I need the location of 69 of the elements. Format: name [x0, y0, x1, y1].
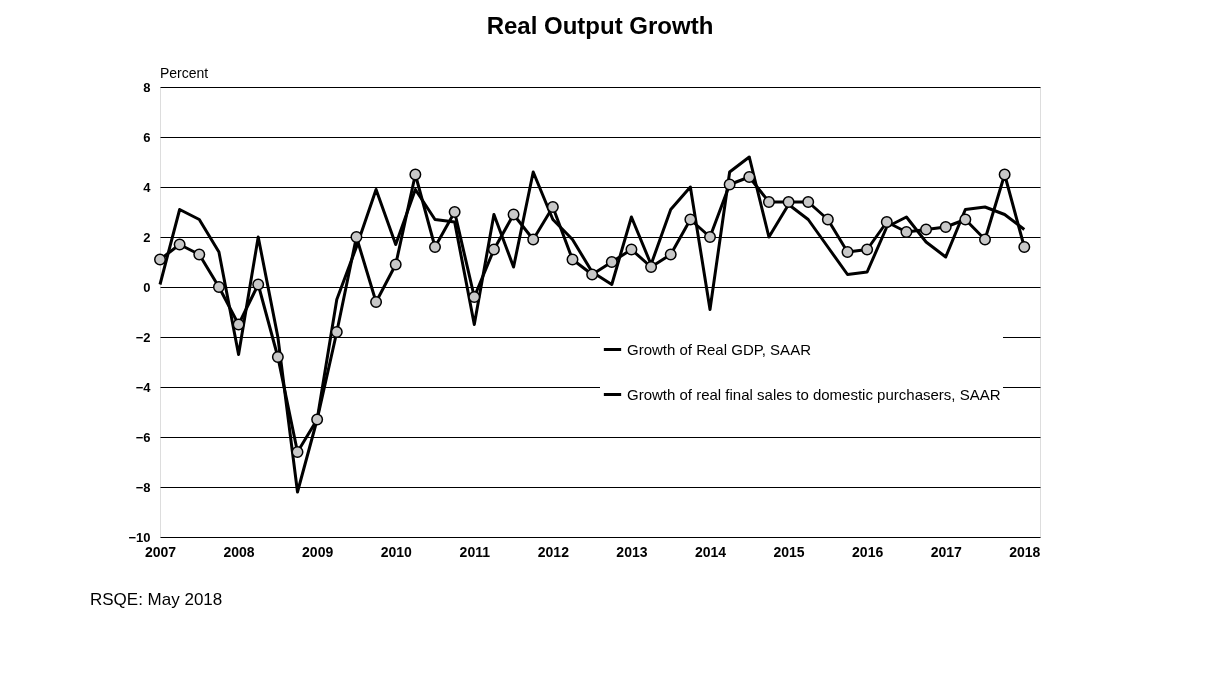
point [998, 168, 1011, 181]
y-tick-label: −8 [135, 479, 151, 495]
point [311, 413, 324, 426]
y-tick-label: 4 [143, 179, 152, 195]
point [900, 226, 913, 238]
point [193, 248, 206, 261]
point [370, 296, 383, 308]
x-tick-label: 2015 [773, 543, 805, 560]
point [271, 351, 284, 363]
point [959, 213, 972, 226]
x-tick-label: 2010 [380, 543, 412, 560]
y-tick-label: 0 [143, 279, 151, 295]
y-tick-label: −6 [135, 429, 151, 445]
y-tick-label: 6 [143, 129, 151, 145]
x-tick-label: 2007 [144, 543, 177, 560]
point [173, 238, 186, 251]
point [704, 231, 716, 243]
point [723, 178, 736, 191]
point [389, 258, 402, 271]
point [782, 196, 795, 208]
y-tick-label: −2 [135, 329, 151, 345]
x-tick-label: 2008 [223, 543, 255, 560]
point [429, 241, 441, 253]
point [586, 268, 599, 281]
point [920, 223, 933, 236]
x-tick-label: 2014 [694, 543, 727, 560]
point [821, 213, 834, 226]
point [566, 253, 579, 266]
point [861, 243, 874, 256]
point [252, 278, 265, 291]
y-tick-label: −10 [128, 529, 151, 545]
point [350, 231, 363, 243]
point [468, 291, 481, 303]
point [605, 256, 618, 268]
point [880, 216, 893, 228]
point [645, 261, 658, 273]
x-tick-label: 2011 [459, 543, 491, 560]
point [762, 196, 775, 208]
point [939, 221, 952, 233]
text: RSQE: May 2018 [90, 590, 223, 609]
point [212, 281, 225, 293]
point [527, 233, 540, 246]
x-tick-label: 2013 [616, 543, 648, 560]
chart-title: Real Output Growth [486, 12, 714, 39]
x-tick-label: 2009 [302, 543, 334, 560]
point [546, 201, 559, 213]
y-tick-label: −4 [135, 379, 152, 395]
legend-label: Growth of real final sales to domestic purchasers, SAAR [627, 385, 1001, 403]
point [1018, 241, 1031, 253]
point [979, 233, 991, 246]
point [664, 248, 677, 261]
point [625, 243, 638, 256]
x-tick-label: 2018 [1009, 543, 1041, 560]
point [232, 318, 245, 331]
point [154, 253, 166, 266]
y-tick-label: 2 [143, 229, 151, 245]
point [487, 243, 500, 256]
x-tick-label: 2016 [852, 543, 884, 560]
point [743, 171, 756, 183]
x-tick-label: 2017 [930, 543, 962, 560]
legend-label: Growth of Real GDP, SAAR [627, 340, 812, 358]
point [841, 246, 854, 258]
x-tick-label: 2012 [537, 543, 570, 560]
y-axis-title: Percent [160, 65, 209, 81]
y-tick-label: 8 [143, 79, 151, 95]
point [507, 208, 520, 221]
point [802, 196, 815, 208]
point [448, 206, 461, 218]
point [409, 168, 422, 181]
